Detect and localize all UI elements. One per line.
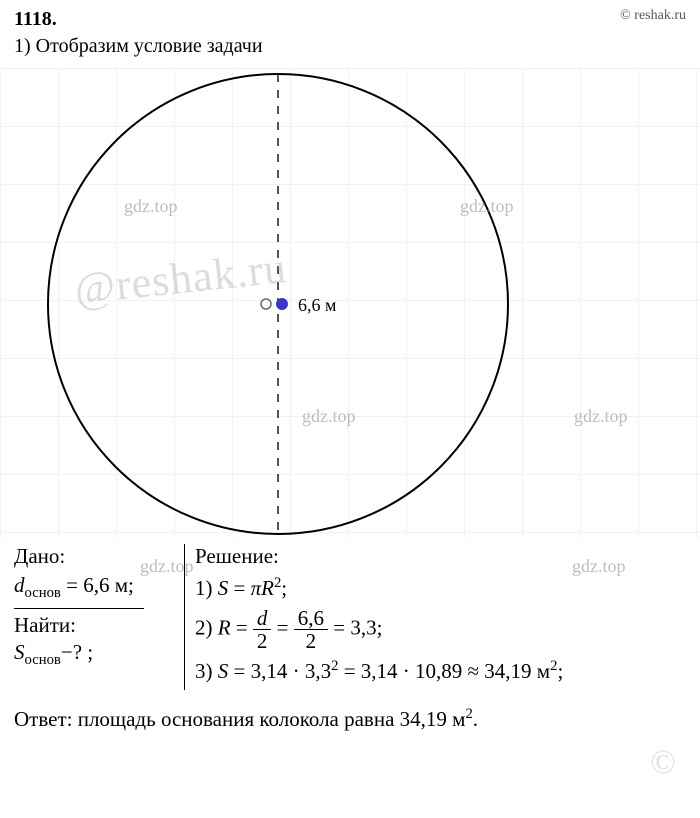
problem-number: 1118. [14,8,57,31]
copyright-top: © reshak.ru [620,8,686,24]
fraction-1: d 2 [253,607,272,652]
diagram-area: 6,6 м @reshak.ru gdz.top gdz.top gdz.top… [0,68,700,538]
solution-column: Решение: 1) S = πR2; 2) R = d 2 = 6,6 2 … [184,544,686,690]
given-column: Дано: dоснов = 6,6 м; Найти: Sоснов−? ; [14,544,184,690]
solution-line-2: 2) R = d 2 = 6,6 2 = 3,3; [195,607,686,652]
circle-diagram [44,70,512,538]
solution-line-1: 1) S = πR2; [195,575,686,601]
solution-line-3: 3) S = 3,14 · 3,32 = 3,14 · 10,89 ≈ 34,1… [195,658,686,684]
divider-line [14,608,144,609]
solution-label: Решение: [195,544,686,569]
solution-area: Дано: dоснов = 6,6 м; Найти: Sоснов−? ; … [0,538,700,690]
find-line: Sоснов−? ; [14,640,176,669]
given-line: dоснов = 6,6 м; [14,573,176,602]
copyright-circle-icon: © [650,744,676,782]
answer-line: Ответ: площадь основания колокола равна … [0,690,700,732]
center-dot-filled [276,298,288,310]
center-dot-hollow [261,299,271,309]
step-1-text: 1) Отобразим условие задачи [0,31,700,68]
diameter-label: 6,6 м [298,295,336,316]
header-row: 1118. © reshak.ru [0,0,700,31]
fraction-2: 6,6 2 [294,607,328,652]
find-label: Найти: [14,613,176,638]
given-label: Дано: [14,544,176,569]
